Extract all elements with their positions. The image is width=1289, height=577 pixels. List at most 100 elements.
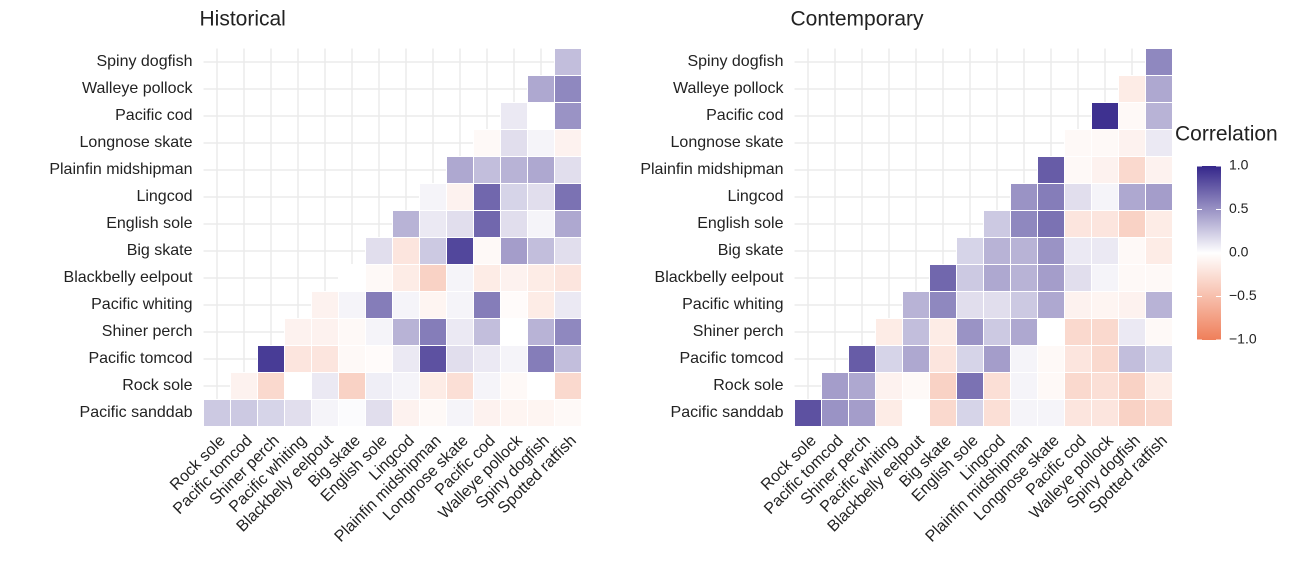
heatmap-cell <box>1037 345 1065 373</box>
heatmap-cell <box>1091 210 1119 238</box>
heatmap-cell <box>419 399 447 427</box>
heatmap-cell <box>1145 345 1173 373</box>
heatmap-cell <box>821 372 849 400</box>
heatmap-cell <box>983 291 1011 319</box>
heatmap-cell <box>983 345 1011 373</box>
heatmap-cell <box>929 345 957 373</box>
heatmap-cell <box>1118 156 1146 184</box>
heatmap-cell <box>1010 372 1038 400</box>
heatmap-cell <box>338 399 366 427</box>
heatmap-cell <box>554 75 582 103</box>
colorbar-label: −0.5 <box>1229 287 1257 303</box>
heatmap-cell <box>446 210 474 238</box>
heatmap-cell <box>929 264 957 292</box>
heatmap-cell <box>1037 237 1065 265</box>
heatmap-cell <box>446 291 474 319</box>
heatmap-cell <box>473 399 501 427</box>
heatmap-cell <box>392 345 420 373</box>
heatmap-cell <box>527 318 555 346</box>
y-tick-label: Rock sole <box>713 377 783 394</box>
y-tick-label: Spiny dogfish <box>687 53 783 70</box>
heatmap-cell <box>1118 183 1146 211</box>
y-tick-label: Pacific whiting <box>91 296 192 313</box>
heatmap-cell <box>1010 318 1038 346</box>
y-tick-label: Lingcod <box>727 188 783 205</box>
heatmap-cell <box>875 318 903 346</box>
heatmap-cell <box>473 372 501 400</box>
heatmap-cell <box>1010 291 1038 319</box>
heatmap-cell <box>392 318 420 346</box>
y-tick-label: Walleye pollock <box>673 80 785 97</box>
heatmap-cell <box>446 399 474 427</box>
heatmap-cell <box>554 210 582 238</box>
heatmap-cell <box>419 183 447 211</box>
heatmap-cell <box>527 264 555 292</box>
heatmap-cell <box>365 399 393 427</box>
heatmap-cell <box>902 291 930 319</box>
heatmap-cell <box>1118 345 1146 373</box>
heatmap-cell <box>1037 399 1065 427</box>
heatmap-cell <box>1118 237 1146 265</box>
heatmap-cell <box>848 399 876 427</box>
heatmap-cell <box>1145 156 1173 184</box>
heatmap-cell <box>554 399 582 427</box>
heatmap-cell <box>527 129 555 157</box>
heatmap-cell <box>1145 183 1173 211</box>
heatmap-cell <box>419 291 447 319</box>
y-tick-label: Lingcod <box>136 188 192 205</box>
heatmap-cell <box>500 210 528 238</box>
y-tick-label: Big skate <box>718 242 784 259</box>
heatmap-cell <box>527 75 555 103</box>
y-tick-label: Big skate <box>127 242 193 259</box>
heatmap-cell <box>500 183 528 211</box>
y-tick-label: Plainfin midshipman <box>49 161 192 178</box>
heatmap-cell <box>554 318 582 346</box>
heatmap-cell <box>527 399 555 427</box>
y-tick-label: Pacific sanddab <box>80 404 193 421</box>
heatmap-cell <box>1064 318 1092 346</box>
heatmap-cell <box>875 399 903 427</box>
y-tick-label: Pacific whiting <box>682 296 783 313</box>
heatmap-cell <box>1064 264 1092 292</box>
heatmap-cell <box>419 237 447 265</box>
heatmap-cell <box>527 102 555 130</box>
heatmap-cell <box>1010 264 1038 292</box>
heatmap-cell <box>311 372 339 400</box>
heatmap-cell <box>1145 129 1173 157</box>
y-tick-label: Blackbelly eelpout <box>64 269 194 286</box>
heatmap-cell <box>554 264 582 292</box>
heatmap-cell <box>473 318 501 346</box>
heatmap-cell <box>1145 237 1173 265</box>
heatmap-cell <box>392 399 420 427</box>
heatmap-cell <box>1037 183 1065 211</box>
heatmap-cell <box>1091 399 1119 427</box>
colorbar-label: 0.5 <box>1229 200 1249 216</box>
heatmap-cell <box>554 48 582 76</box>
heatmap-cell <box>527 345 555 373</box>
heatmap-cell <box>554 291 582 319</box>
heatmap-cell <box>230 372 258 400</box>
heatmap-cell <box>338 372 366 400</box>
heatmap-cell <box>527 156 555 184</box>
heatmap-cell <box>956 318 984 346</box>
heatmap-cell <box>1064 291 1092 319</box>
heatmap-cell <box>929 291 957 319</box>
heatmap-cell <box>311 291 339 319</box>
heatmap-cell <box>473 237 501 265</box>
heatmap-cell <box>1118 129 1146 157</box>
y-tick-label: Walleye pollock <box>82 80 194 97</box>
heatmap-cell <box>500 291 528 319</box>
heatmap-cell <box>1145 102 1173 130</box>
y-tick-label: Pacific tomcod <box>679 350 783 367</box>
heatmap-cell <box>1037 156 1065 184</box>
heatmap-cell <box>1037 291 1065 319</box>
legend-title: Correlation <box>1175 123 1278 146</box>
heatmap-cell <box>338 318 366 346</box>
y-tick-label: English sole <box>106 215 192 232</box>
heatmap-cell <box>500 129 528 157</box>
heatmap-cell <box>500 264 528 292</box>
heatmap-cell <box>1010 345 1038 373</box>
heatmap-cell <box>929 372 957 400</box>
heatmap-cell <box>956 372 984 400</box>
heatmap-cell <box>1091 264 1119 292</box>
